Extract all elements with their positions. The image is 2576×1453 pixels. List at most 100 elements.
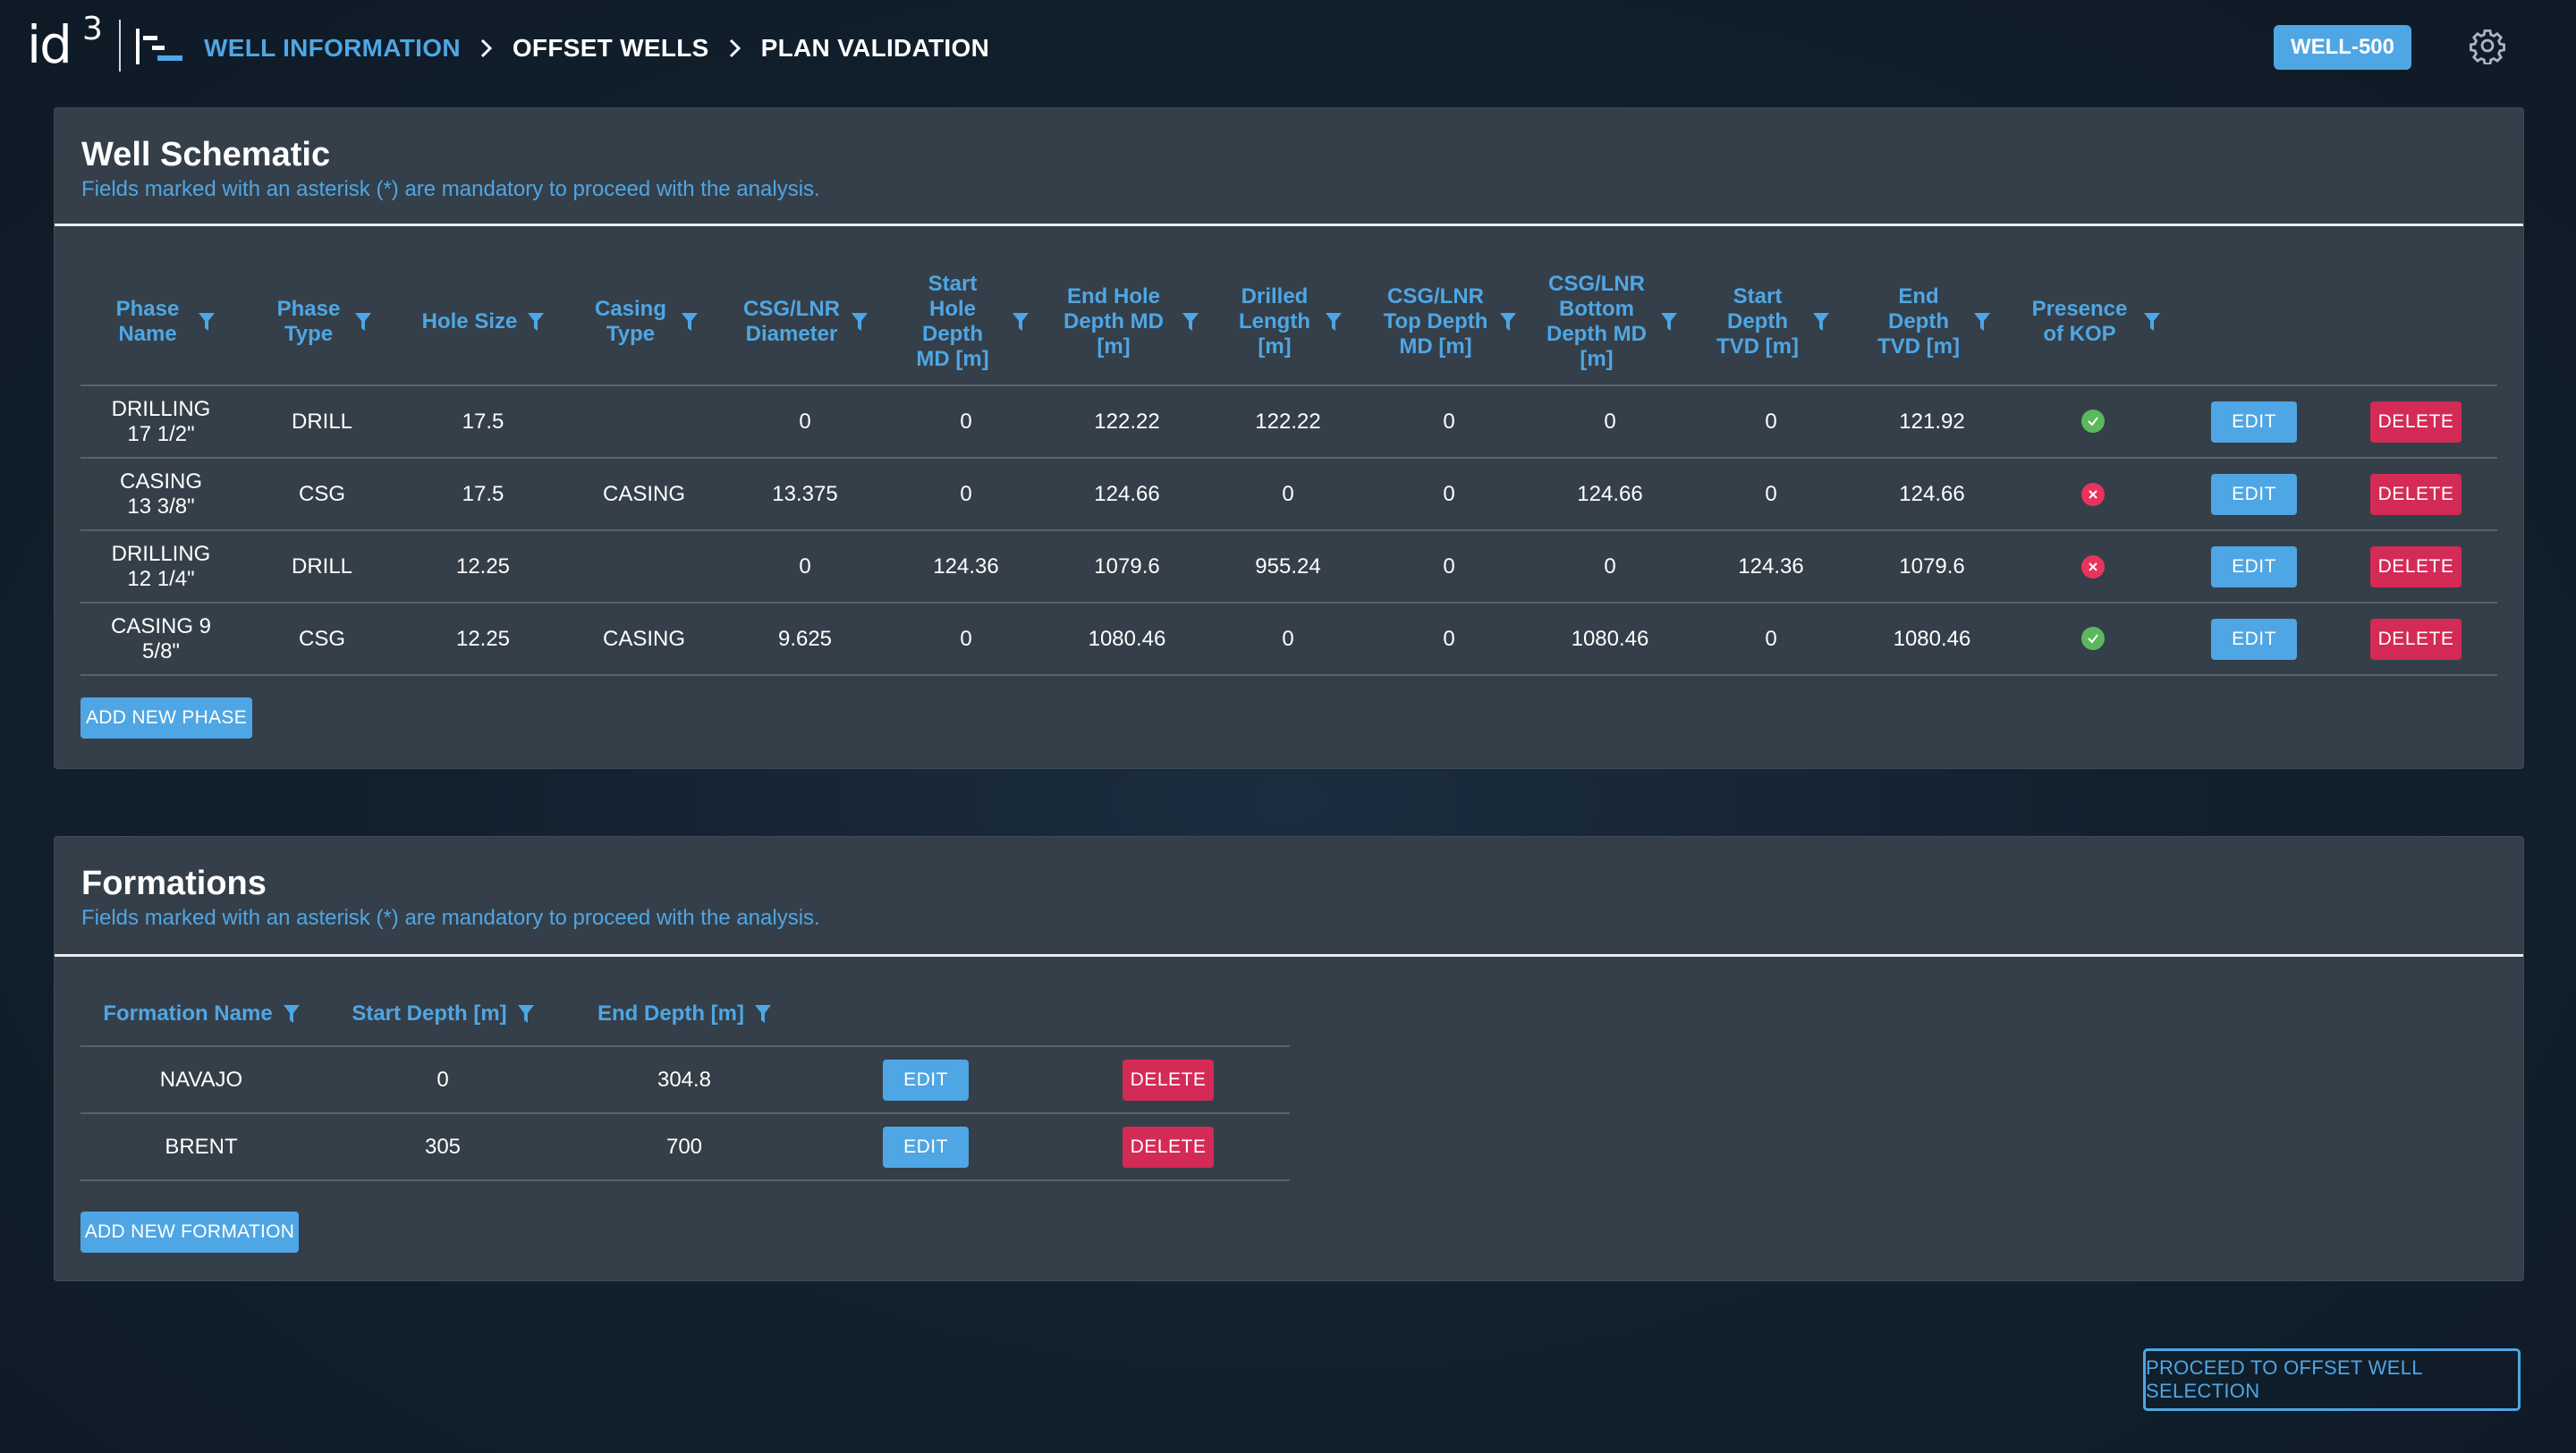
column-header[interactable]: End Depth TVD [m] [1852, 258, 2012, 386]
delete-button[interactable]: DELETE [2370, 473, 2462, 515]
delete-button[interactable]: DELETE [1123, 1059, 1214, 1101]
logo-text: id [27, 14, 72, 75]
cell-edit: EDIT [805, 1112, 1046, 1181]
column-header[interactable]: Phase Type [242, 258, 402, 386]
column-header[interactable]: CSG/LNR Top Depth MD [m] [1368, 258, 1530, 386]
cell-kop [2012, 602, 2174, 676]
breadcrumb-well-information[interactable]: WELL INFORMATION [204, 34, 461, 62]
cell-end-depth: 700 [564, 1112, 805, 1181]
cell-start-depth: 305 [322, 1112, 564, 1181]
cell-casing-type: CASING [564, 457, 724, 530]
gear-icon[interactable] [2469, 27, 2506, 64]
column-header[interactable]: Start Depth TVD [m] [1690, 258, 1852, 386]
filter-icon[interactable] [1013, 312, 1029, 331]
filter-icon[interactable] [283, 1004, 300, 1023]
menu-icon[interactable] [134, 27, 186, 66]
id3-logo[interactable]: id 3 [27, 11, 116, 77]
add-new-formation-button[interactable]: ADD NEW FORMATION [80, 1212, 299, 1253]
cell-phase-type: CSG [242, 602, 402, 676]
edit-column [805, 982, 1046, 1047]
panel-subtitle: Fields marked with an asterisk (*) are m… [81, 906, 820, 930]
cell-casing-type [564, 529, 724, 603]
cell-end-tvd: 1080.46 [1852, 602, 2012, 676]
check-circle-icon [2081, 626, 2105, 650]
cell-bottom-md: 124.66 [1530, 457, 1690, 530]
column-header[interactable]: Formation Name [80, 982, 322, 1047]
column-header[interactable]: Drilled Length [m] [1208, 258, 1368, 386]
edit-column [2174, 258, 2334, 386]
column-header[interactable]: Presence of KOP [2012, 258, 2174, 386]
edit-button[interactable]: EDIT [883, 1126, 969, 1168]
column-label: Start Depth [m] [352, 1001, 507, 1026]
cell-top-md: 0 [1368, 602, 1530, 676]
cell-diameter: 0 [724, 529, 886, 603]
filter-icon[interactable] [1500, 312, 1516, 331]
delete-button[interactable]: DELETE [2370, 401, 2462, 443]
edit-button[interactable]: EDIT [2211, 401, 2297, 443]
cell-drilled-length: 0 [1208, 457, 1368, 530]
edit-button[interactable]: EDIT [2211, 473, 2297, 515]
cell-phase-name: CASING 13 3/8" [80, 457, 242, 530]
cell-phase-type: DRILL [242, 529, 402, 603]
column-header[interactable]: Casing Type [564, 258, 724, 386]
cell-start-tvd: 0 [1690, 384, 1852, 458]
filter-icon[interactable] [517, 1004, 534, 1023]
panel-title: Formations [81, 865, 267, 902]
column-header[interactable]: Start Hole Depth MD [m] [886, 258, 1046, 386]
filter-icon[interactable] [1974, 312, 1990, 331]
cell-end-tvd: 1079.6 [1852, 529, 2012, 603]
cell-bottom-md: 0 [1530, 529, 1690, 603]
cell-drilled-length: 955.24 [1208, 529, 1368, 603]
column-header[interactable]: Start Depth [m] [322, 982, 564, 1047]
filter-icon[interactable] [1182, 312, 1199, 331]
column-header[interactable]: Phase Name [80, 258, 242, 386]
edit-button[interactable]: EDIT [2211, 618, 2297, 660]
cell-edit: EDIT [2174, 529, 2334, 603]
edit-button[interactable]: EDIT [883, 1059, 969, 1101]
filter-icon[interactable] [528, 312, 545, 331]
column-label: Phase Type [276, 296, 341, 346]
cell-hole-size: 12.25 [402, 602, 564, 676]
filter-icon[interactable] [852, 312, 868, 331]
delete-button[interactable]: DELETE [1123, 1126, 1214, 1168]
cell-start-tvd: 0 [1690, 602, 1852, 676]
delete-button[interactable]: DELETE [2370, 545, 2462, 587]
column-header[interactable]: CSG/LNR Bottom Depth MD [m] [1530, 258, 1690, 386]
breadcrumb-offset-wells[interactable]: OFFSET WELLS [512, 34, 709, 62]
add-new-phase-button[interactable]: ADD NEW PHASE [80, 697, 252, 739]
breadcrumb: WELL INFORMATION OFFSET WELLS PLAN VALID… [204, 29, 989, 68]
well-badge[interactable]: WELL-500 [2274, 25, 2411, 70]
filter-icon[interactable] [1326, 312, 1342, 331]
filter-icon[interactable] [1813, 312, 1829, 331]
chevron-right-icon [480, 38, 492, 58]
cell-delete: DELETE [1046, 1112, 1290, 1181]
cell-delete: DELETE [2334, 602, 2497, 676]
filter-icon[interactable] [199, 312, 215, 331]
column-header[interactable]: End Hole Depth MD [m] [1046, 258, 1208, 386]
filter-icon[interactable] [2144, 312, 2160, 331]
cell-phase-name: CASING 9 5/8" [80, 602, 242, 676]
cell-end-md: 122.22 [1046, 384, 1208, 458]
filter-icon[interactable] [682, 312, 698, 331]
delete-button[interactable]: DELETE [2370, 618, 2462, 660]
column-header[interactable]: End Depth [m] [564, 982, 805, 1047]
cell-delete: DELETE [2334, 529, 2497, 603]
cell-start-tvd: 124.36 [1690, 529, 1852, 603]
cell-end-depth: 304.8 [564, 1045, 805, 1113]
cell-kop [2012, 457, 2174, 530]
delete-column [1046, 982, 1290, 1047]
column-label: Drilled Length [m] [1239, 283, 1310, 359]
column-label: Hole Size [421, 308, 518, 334]
filter-icon[interactable] [754, 1004, 771, 1023]
filter-icon[interactable] [355, 312, 371, 331]
filter-icon[interactable] [1661, 312, 1677, 331]
column-label: Start Depth TVD [m] [1716, 283, 1799, 359]
column-header[interactable]: Hole Size [402, 258, 564, 386]
column-header[interactable]: CSG/LNR Diameter [724, 258, 886, 386]
edit-button[interactable]: EDIT [2211, 545, 2297, 587]
column-label: Start Hole Depth MD [m] [916, 271, 989, 371]
column-label: End Depth TVD [m] [1877, 283, 1960, 359]
proceed-to-offset-well-selection-button[interactable]: PROCEED TO OFFSET WELL SELECTION [2143, 1348, 2521, 1411]
cell-bottom-md: 0 [1530, 384, 1690, 458]
cell-start-md: 0 [886, 457, 1046, 530]
